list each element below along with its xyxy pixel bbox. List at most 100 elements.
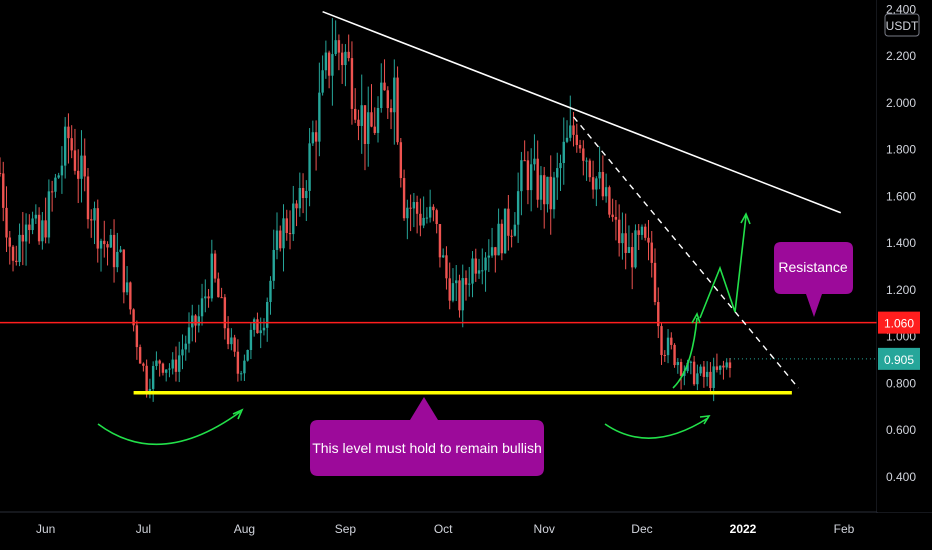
candle-bearish — [370, 112, 373, 127]
candle-bearish — [575, 134, 578, 145]
candle-bullish — [471, 258, 474, 284]
candle-bearish — [0, 173, 2, 175]
candle-bearish — [543, 175, 546, 205]
candle-bearish — [660, 326, 663, 356]
projected-rise-arrow — [672, 317, 698, 389]
candle-bullish — [168, 368, 171, 370]
candle-bullish — [318, 92, 321, 142]
currency-badge[interactable] — [884, 13, 920, 37]
candle-bullish — [455, 280, 458, 284]
candle-bearish — [285, 218, 288, 233]
candle-bearish — [448, 278, 451, 301]
candle-bearish — [2, 173, 5, 208]
candle-bearish — [608, 187, 611, 215]
time-tick-label: 2022 — [730, 522, 757, 536]
candle-bearish — [494, 247, 497, 256]
candle-bullish — [148, 388, 152, 393]
support-note: This level must hold to remain bullish — [312, 440, 542, 456]
steep-trend-line[interactable] — [572, 116, 799, 389]
candle-bullish — [155, 360, 158, 367]
currency-label: USDT — [886, 19, 919, 33]
candle-bearish — [637, 230, 640, 235]
candle-bullish — [666, 337, 670, 356]
candle-bearish — [419, 213, 422, 226]
candle-bullish — [461, 278, 464, 311]
candle-bearish — [536, 158, 539, 200]
candle-bearish — [256, 319, 259, 334]
candle-bullish — [725, 362, 728, 368]
candle-bearish — [500, 223, 504, 254]
price-tick-label: 2.200 — [886, 49, 916, 63]
candle-bullish — [503, 208, 507, 254]
last-price-label: 0.905 — [884, 353, 914, 367]
candle-bearish — [327, 52, 331, 76]
candle-bullish — [311, 132, 315, 144]
price-tick-label: 1.800 — [886, 143, 916, 157]
candle-bullish — [119, 249, 122, 252]
candle-bullish — [57, 175, 60, 178]
candle-bearish — [458, 280, 461, 311]
candle-bullish — [487, 255, 491, 258]
candle-bearish — [445, 255, 448, 279]
candle-bearish — [37, 214, 41, 242]
candle-bearish — [207, 296, 210, 299]
candle-bearish — [220, 297, 223, 299]
candle-bullish — [321, 70, 324, 93]
candle-bearish — [28, 224, 31, 231]
candle-bearish — [464, 278, 468, 285]
candle-bearish — [213, 253, 217, 279]
support-callout: This level must hold to remain bullish — [310, 397, 544, 476]
candle-bearish — [644, 226, 647, 238]
candle-bullish — [31, 218, 34, 231]
candle-bullish — [99, 240, 103, 249]
downtrend-line[interactable] — [322, 10, 842, 214]
candle-bullish — [705, 371, 709, 377]
candle-bullish — [252, 319, 256, 330]
candle-bullish — [497, 223, 500, 256]
candle-bullish — [640, 226, 644, 235]
candle-bearish — [383, 82, 386, 91]
candle-bullish — [441, 255, 445, 258]
price-tick-label: 0.800 — [886, 376, 916, 390]
candle-bullish — [204, 296, 207, 299]
candle-bullish — [484, 257, 487, 271]
candle-bullish — [243, 360, 246, 374]
candle-bearish — [103, 240, 106, 245]
time-tick-label: Jul — [136, 522, 151, 536]
candle-bullish — [331, 54, 334, 76]
candle-bullish — [595, 178, 598, 190]
candle-bullish — [412, 202, 416, 209]
time-axis[interactable] — [0, 513, 932, 550]
resistance-callout: Resistance — [774, 242, 853, 317]
candle-bearish — [142, 363, 145, 366]
candle-bearish — [702, 366, 706, 377]
arrow-head-icon — [691, 312, 701, 324]
candle-bearish — [112, 234, 116, 268]
candle-bullish — [477, 270, 481, 274]
candle-bearish — [728, 362, 732, 369]
candle-bullish — [54, 177, 57, 192]
resistance-label: Resistance — [778, 259, 847, 275]
candle-bullish — [552, 177, 556, 210]
candle-bearish — [415, 202, 419, 214]
candle-bearish — [50, 191, 54, 193]
candle-bearish — [474, 258, 477, 274]
candle-bearish — [363, 105, 367, 144]
candle-bearish — [435, 210, 438, 225]
candle-bullish — [718, 365, 722, 370]
candle-bearish — [679, 362, 683, 376]
candle-bullish — [546, 176, 549, 205]
candle-bearish — [578, 144, 582, 149]
candle-bearish — [226, 328, 230, 345]
candle-bullish — [627, 247, 631, 253]
candle-bearish — [614, 216, 618, 220]
candle-bearish — [70, 138, 73, 151]
candle-bullish — [47, 191, 51, 238]
candle-bearish — [44, 220, 47, 238]
candle-bullish — [406, 207, 409, 219]
price-tick-label: 1.600 — [886, 189, 916, 203]
candle-bullish — [60, 165, 64, 176]
drawing-overlays — [0, 10, 877, 395]
price-axis[interactable] — [877, 0, 932, 512]
